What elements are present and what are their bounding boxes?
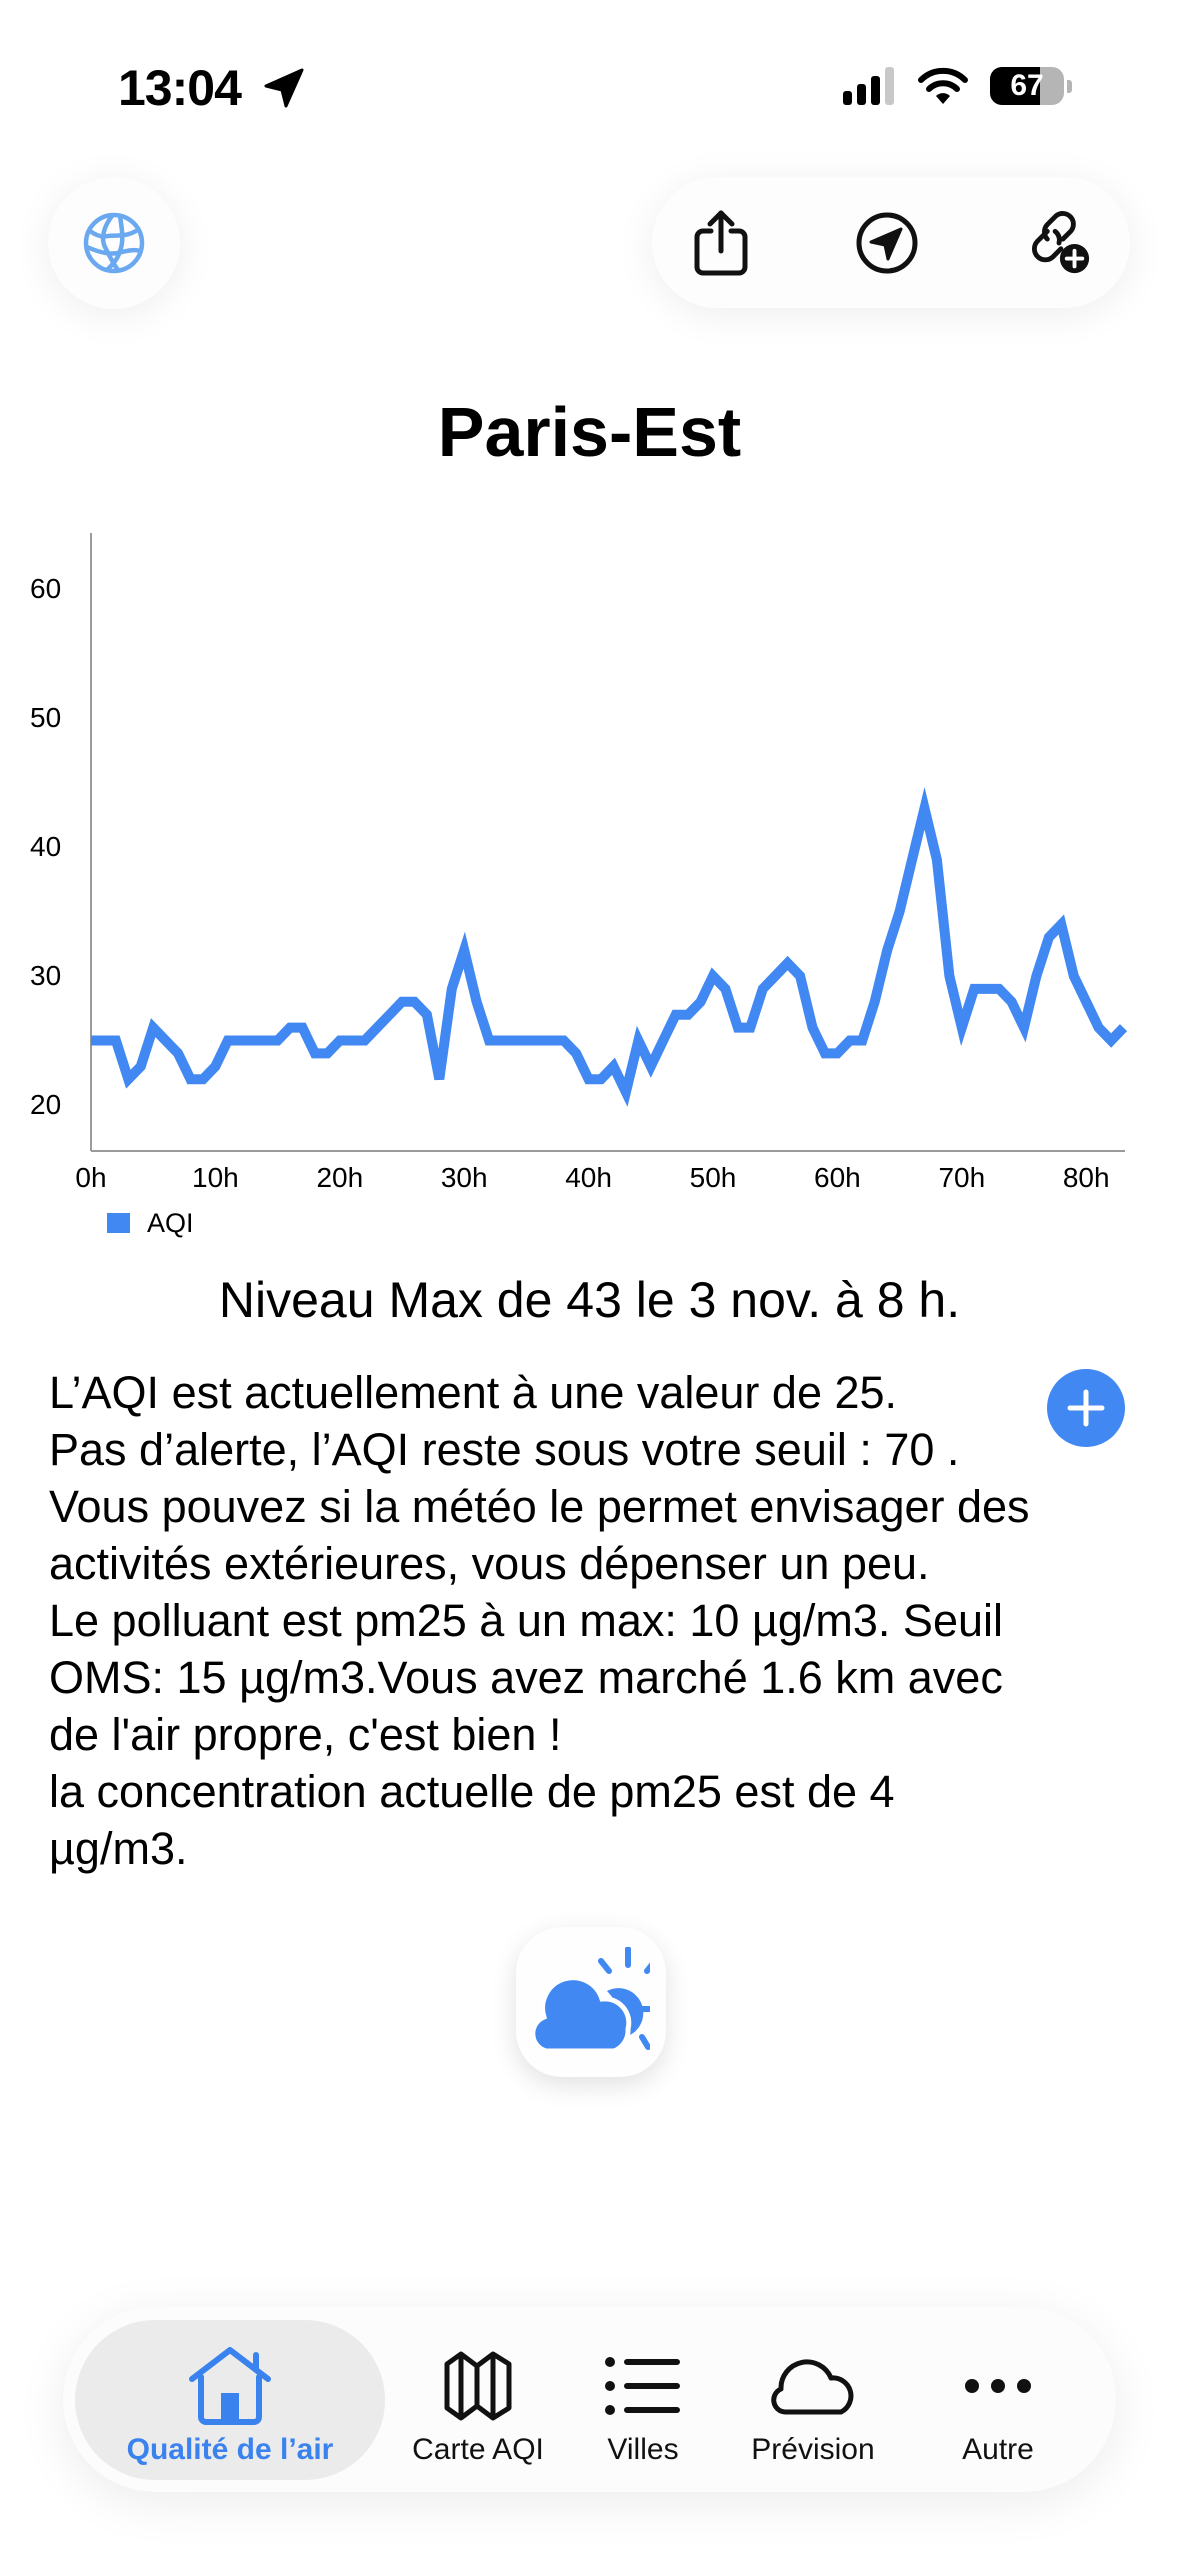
summary-line: de l'air propre, c'est bien !	[49, 1709, 562, 1760]
battery-percent: 67	[1010, 69, 1044, 102]
max-level-text: Niveau Max de 43 le 3 nov. à 8 h.	[218, 1272, 961, 1328]
legend-swatch	[107, 1213, 130, 1233]
map-icon	[444, 2351, 512, 2421]
chart-legend: AQI	[107, 1208, 194, 1238]
link-add-button[interactable]	[1024, 209, 1092, 277]
cloud-icon	[771, 2359, 854, 2415]
summary-line: OMS: 15 µg/m3.Vous avez marché 1.6 km av…	[49, 1652, 1003, 1703]
globe-button[interactable]	[48, 177, 180, 309]
tab-forecast[interactable]: Prévision	[723, 2320, 903, 2480]
more-icon	[965, 2379, 1031, 2393]
location-arrow-icon	[264, 68, 304, 108]
summary-line: Le polluant est pm25 à un max: 10 µg/m3.…	[49, 1595, 1003, 1646]
signal-icon	[843, 67, 894, 105]
list-icon	[605, 2357, 680, 2415]
navigation-icon	[856, 212, 918, 274]
cloud-sun-icon	[532, 1947, 650, 2054]
summary-line: activités extérieures, vous dépenser un …	[49, 1538, 930, 1589]
share-button[interactable]	[687, 209, 755, 277]
tab-air-quality[interactable]: Qualité de l’air	[75, 2320, 385, 2480]
page-title: Paris-Est	[437, 393, 742, 471]
battery-icon: 67	[990, 67, 1064, 105]
tab-other[interactable]: Autre	[923, 2320, 1073, 2480]
plus-icon	[1067, 1389, 1105, 1427]
x-tick-label: 20h	[316, 1162, 364, 1193]
x-tick-label: 30h	[440, 1162, 488, 1193]
y-tick-label: 40	[30, 831, 62, 862]
tab-label: Villes	[607, 2433, 679, 2466]
share-icon	[694, 210, 748, 276]
navigation-button[interactable]	[853, 209, 921, 277]
add-button[interactable]	[1047, 1369, 1125, 1447]
tab-bar: Qualité de l’air Carte AQI Villes Prévis…	[63, 2307, 1116, 2492]
y-tick-label: 20	[30, 1089, 62, 1120]
globe-icon	[83, 212, 145, 274]
summary-line: Vous pouvez si la météo le permet envisa…	[49, 1481, 1030, 1532]
status-indicators: 67	[843, 64, 1072, 108]
house-icon	[189, 2347, 271, 2425]
y-tick-label: 50	[30, 702, 62, 733]
x-tick-label: 60h	[814, 1162, 861, 1193]
y-tick-label: 60	[30, 573, 62, 604]
x-tick-label: 50h	[689, 1162, 737, 1193]
tab-label: Prévision	[751, 2433, 875, 2466]
summary-line: la concentration actuelle de pm25 est de…	[49, 1766, 895, 1817]
x-tick-label: 80h	[1062, 1162, 1110, 1193]
tab-label: Carte AQI	[412, 2433, 544, 2466]
wifi-icon	[918, 67, 968, 104]
action-toolbar	[652, 177, 1130, 308]
tab-label: Qualité de l’air	[126, 2433, 334, 2466]
tab-label: Autre	[962, 2433, 1034, 2466]
x-tick-label: 70h	[938, 1162, 986, 1193]
aqi-line-chart	[90, 533, 1128, 1152]
summary-line: Pas d’alerte, l’AQI reste sous votre seu…	[49, 1424, 960, 1475]
link-add-icon	[1031, 211, 1090, 274]
tab-cities[interactable]: Villes	[573, 2320, 713, 2480]
aqi-summary-text: L’AQI est actuellement à une valeur de 2…	[49, 1364, 1129, 1877]
x-tick-label: 10h	[192, 1162, 239, 1193]
weather-button[interactable]	[516, 1927, 666, 2077]
y-tick-label: 30	[30, 960, 62, 991]
aqi-chart: 60 50 40 30 20 0h 10h 20h 30h 40h 50h 60h 70h 80h AQ…	[0, 520, 1179, 1240]
status-time: 13:04	[118, 60, 242, 116]
summary-line: L’AQI est actuellement à une valeur de 2…	[49, 1367, 898, 1418]
x-tick-label: 40h	[565, 1162, 612, 1193]
x-tick-label: 0h	[75, 1162, 107, 1193]
legend-label: AQI	[147, 1208, 194, 1238]
battery-nub	[1067, 79, 1072, 93]
tab-aqi-map[interactable]: Carte AQI	[398, 2320, 558, 2480]
summary-line: µg/m3.	[49, 1823, 188, 1874]
